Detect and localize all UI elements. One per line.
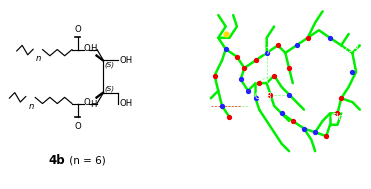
Text: Met 239: Met 239 [190,45,223,54]
Text: C-32: C-32 [226,92,244,101]
Text: O: O [74,25,81,34]
Text: (S): (S) [104,86,114,92]
Text: C-28: C-28 [254,92,272,101]
Polygon shape [96,55,104,61]
Text: Gly253: Gly253 [330,45,358,54]
Text: (n = 6): (n = 6) [66,156,105,166]
Text: H: H [90,100,96,109]
Text: 4b: 4b [48,154,65,167]
Polygon shape [96,92,104,98]
Text: C-37: C-37 [254,46,272,56]
Text: (S): (S) [104,61,114,68]
Text: O: O [83,44,90,53]
Text: n: n [36,54,42,63]
Text: OH: OH [119,99,132,108]
Text: O: O [83,98,90,107]
Text: Gln257: Gln257 [330,113,359,122]
Text: H: H [90,44,96,53]
Text: Leu251: Leu251 [248,173,278,182]
Text: O: O [74,122,81,131]
Text: OH: OH [119,56,132,65]
Text: n: n [29,102,34,111]
Text: Thr242: Thr242 [187,113,215,122]
